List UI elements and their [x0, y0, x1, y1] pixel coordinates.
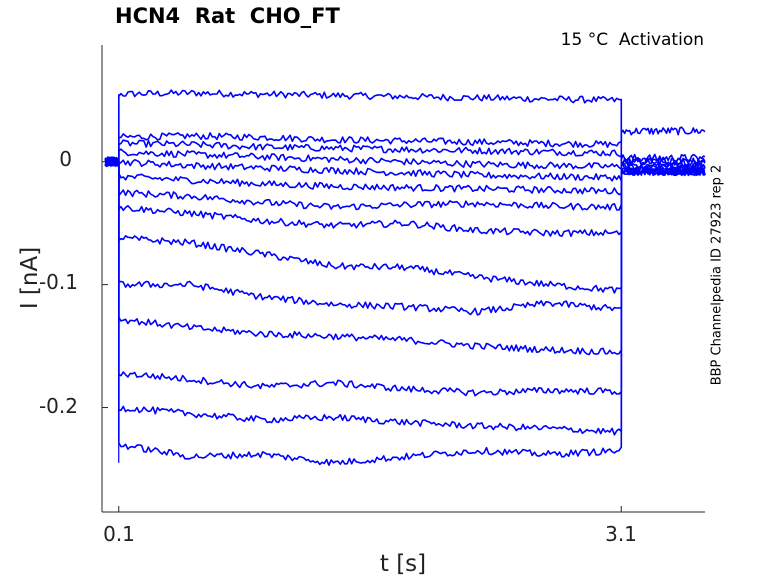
temperature-protocol-label: 15 °C Activation	[560, 30, 704, 50]
current-trace	[105, 139, 706, 168]
y-tick-label: 0	[59, 147, 72, 171]
current-trace	[104, 148, 706, 170]
chart-title: HCN4 Rat CHO_FT	[115, 4, 340, 28]
current-trace	[104, 156, 706, 466]
current-trace	[104, 158, 706, 356]
y-tick-label: -0.1	[38, 270, 78, 294]
channelpedia-id-label: BBP Channelpedia ID 27923 rep 2	[709, 164, 725, 386]
current-trace	[104, 156, 706, 182]
current-trace	[104, 126, 706, 167]
current-trace	[104, 156, 706, 397]
y-tick-label: -0.2	[38, 394, 78, 418]
x-tick-label: 3.1	[605, 522, 637, 546]
current-trace	[104, 157, 706, 316]
x-tick-label: 0.1	[103, 522, 135, 546]
current-trace	[104, 89, 706, 167]
x-axis-label: t [s]	[379, 551, 427, 577]
